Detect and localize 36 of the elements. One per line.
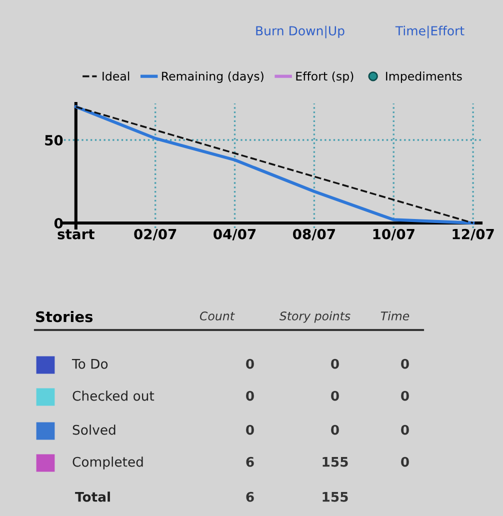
- data-label: 0: [401, 390, 409, 401]
- legend-label: Impediments: [386, 71, 462, 83]
- category-label: Checked out: [72, 390, 154, 401]
- category-label: Completed: [72, 456, 143, 470]
- data-label: 0: [246, 390, 254, 401]
- data-label: 155: [322, 492, 348, 502]
- text: Time: [380, 311, 410, 320]
- x-tick-label: 10/07: [373, 228, 414, 240]
- legend-label: Ideal: [102, 71, 130, 81]
- legend-label: Effort (sp): [296, 71, 354, 83]
- x-tick-label: start: [58, 229, 94, 240]
- text: Story points: [279, 311, 350, 323]
- data-label: 0: [331, 424, 339, 435]
- legend-label: Remaining (days): [162, 71, 264, 83]
- text: Count: [200, 311, 235, 320]
- y-tick-label: 50: [45, 134, 63, 146]
- data-label: 0: [331, 358, 339, 369]
- category-label: Solved: [72, 424, 116, 435]
- text: Burn Down|Up: [256, 26, 344, 38]
- data-label: 155: [322, 457, 348, 467]
- data-label: 0: [401, 424, 409, 435]
- data-label: 0: [246, 358, 254, 369]
- data-label: 0: [246, 424, 254, 435]
- x-tick-label: 08/07: [293, 228, 335, 240]
- data-label: 6: [246, 456, 254, 467]
- x-tick-label: 12/07: [452, 228, 494, 240]
- category-label: To Do: [72, 359, 108, 369]
- text: Stories: [36, 310, 93, 322]
- x-tick-label: 02/07: [134, 228, 176, 240]
- category-label: Total: [75, 492, 110, 502]
- text: Time|Effort: [395, 26, 464, 38]
- data-label: 0: [331, 390, 339, 401]
- data-label: 0: [401, 358, 409, 369]
- x-tick-label: 04/07: [214, 228, 256, 240]
- data-label: 0: [401, 456, 409, 467]
- data-label: 6: [246, 492, 254, 502]
